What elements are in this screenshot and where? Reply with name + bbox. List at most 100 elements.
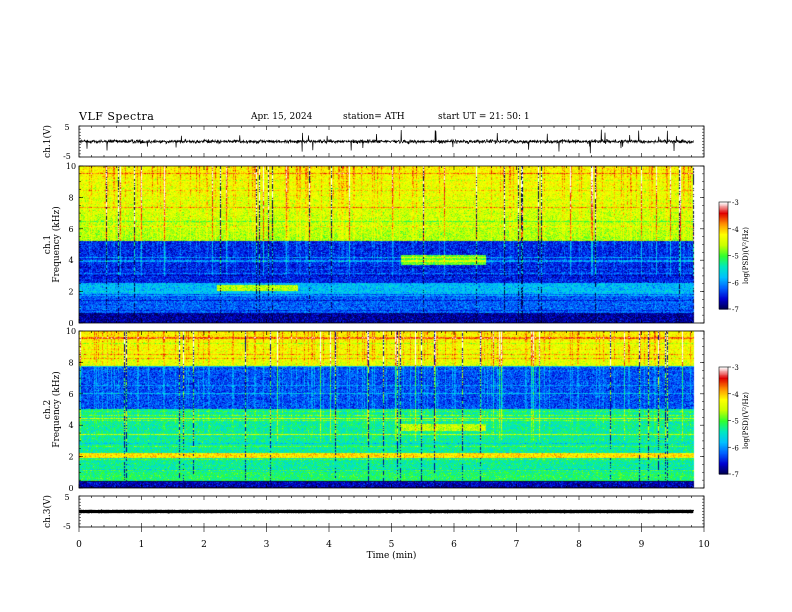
colorbar-swatch bbox=[719, 372, 728, 375]
colorbar-swatch bbox=[719, 397, 728, 400]
colorbar-tick-label: -6 bbox=[732, 279, 739, 287]
colorbar-swatch bbox=[719, 417, 728, 420]
colorbar-swatch bbox=[719, 264, 728, 267]
colorbar-swatch bbox=[719, 369, 728, 372]
colorbar-tick-label: -4 bbox=[732, 226, 739, 234]
colorbar-swatch bbox=[719, 415, 728, 418]
colorbar-swatch bbox=[719, 274, 728, 277]
colorbar-swatch bbox=[719, 436, 728, 439]
colorbar-swatch bbox=[719, 232, 728, 235]
spectrogram-image bbox=[79, 331, 704, 488]
colorbar-swatch bbox=[719, 247, 728, 250]
colorbar-tick-label: -4 bbox=[732, 391, 739, 399]
colorbar-tick-label: -7 bbox=[732, 471, 739, 479]
colorbar-swatch bbox=[719, 292, 728, 295]
x-tick-label: 3 bbox=[264, 540, 270, 550]
colorbar-swatch bbox=[719, 463, 728, 466]
colorbar-swatch bbox=[719, 240, 728, 243]
colorbar-swatch bbox=[719, 242, 728, 245]
colorbar-swatch bbox=[719, 468, 728, 471]
colorbar-swatch bbox=[719, 304, 728, 307]
colorbar-swatch bbox=[719, 234, 728, 237]
station-label: station= ATH bbox=[343, 112, 405, 122]
x-tick-label: 8 bbox=[576, 540, 582, 550]
colorbar-swatch bbox=[719, 300, 728, 303]
colorbar-swatch bbox=[719, 272, 728, 275]
y-axis-label-frequency: Frequency (kHz) bbox=[51, 206, 62, 283]
x-tick-label: 7 bbox=[514, 540, 520, 550]
y-axis-label-channel: ch.1 bbox=[43, 235, 53, 254]
colorbar-swatch bbox=[719, 425, 728, 428]
colorbar-swatch bbox=[719, 409, 728, 412]
colorbar-swatch bbox=[719, 387, 728, 389]
colorbar-swatch bbox=[719, 383, 728, 385]
ch1-waveform-panel bbox=[78, 129, 694, 154]
colorbar-swatch bbox=[719, 376, 728, 379]
colorbar-swatch bbox=[719, 298, 728, 301]
colorbar-swatch bbox=[719, 220, 728, 223]
y-tick-label: 5 bbox=[64, 123, 69, 132]
colorbar-swatch bbox=[719, 377, 728, 380]
colorbar-swatch bbox=[719, 421, 728, 424]
colorbar-swatch bbox=[719, 222, 728, 224]
colorbar-swatch bbox=[719, 306, 728, 309]
colorbar-swatch bbox=[719, 404, 728, 407]
colorbar-swatch bbox=[719, 381, 728, 384]
colorbar-swatch bbox=[719, 412, 728, 415]
colorbar-swatch bbox=[719, 250, 728, 253]
colorbar-swatch bbox=[719, 420, 728, 423]
y-tick-label: 10 bbox=[66, 327, 76, 336]
colorbar-swatch bbox=[719, 218, 728, 220]
colorbar-swatch bbox=[719, 280, 728, 283]
colorbar-swatch bbox=[719, 395, 728, 398]
colorbar-swatch bbox=[719, 391, 728, 394]
colorbar-swatch bbox=[719, 235, 728, 238]
colorbar-swatch bbox=[719, 389, 728, 392]
colorbar-swatch bbox=[719, 403, 728, 406]
colorbar-swatch bbox=[719, 276, 728, 279]
colorbar-swatch bbox=[719, 411, 728, 414]
colorbar-swatch bbox=[719, 424, 728, 427]
colorbar-tick-label: -3 bbox=[732, 199, 739, 207]
colorbar-swatch bbox=[719, 439, 728, 442]
ch2-spectrogram-panel bbox=[79, 331, 704, 488]
colorbar-tick-label: -7 bbox=[732, 306, 739, 314]
colorbar-swatch bbox=[719, 379, 728, 381]
colorbar-swatch bbox=[719, 432, 728, 435]
colorbar-swatch bbox=[719, 427, 728, 430]
colorbar-swatch bbox=[719, 262, 728, 265]
x-tick-label: 4 bbox=[326, 540, 332, 550]
colorbar-swatch bbox=[719, 400, 728, 403]
colorbar-swatch bbox=[719, 219, 728, 222]
colorbar-swatch bbox=[719, 445, 728, 448]
colorbar-swatch bbox=[719, 288, 728, 291]
colorbar-swatch bbox=[719, 401, 728, 404]
colorbar-swatch bbox=[719, 384, 728, 387]
colorbar-tick-label: -3 bbox=[732, 364, 739, 372]
colorbar-swatch bbox=[719, 212, 728, 215]
colorbar-label: log(PSD)(V²/Hz) bbox=[742, 392, 750, 449]
colorbar-swatch bbox=[719, 408, 728, 411]
colorbar-swatch bbox=[719, 230, 728, 233]
colorbar-swatch bbox=[719, 202, 728, 204]
ch1-spectrogram-panel bbox=[79, 166, 704, 323]
colorbar-swatch bbox=[719, 455, 728, 458]
colorbar-swatch bbox=[719, 226, 728, 229]
x-tick-label: 1 bbox=[139, 540, 145, 550]
colorbar-swatch bbox=[719, 419, 728, 422]
colorbar-swatch bbox=[719, 214, 728, 216]
colorbar-swatch bbox=[719, 295, 728, 298]
y-axis-label-channel: ch.2 bbox=[43, 400, 53, 419]
colorbar-swatch bbox=[719, 307, 728, 310]
colorbar-swatch bbox=[719, 231, 728, 234]
colorbar-swatch bbox=[719, 294, 728, 297]
colorbar-swatch bbox=[719, 429, 728, 432]
colorbar-swatch bbox=[719, 392, 728, 395]
colorbar-swatch bbox=[719, 227, 728, 230]
y-tick-label: 4 bbox=[68, 256, 73, 265]
colorbar-swatch bbox=[719, 238, 728, 241]
colorbar-swatch bbox=[719, 284, 728, 287]
colorbar-swatch bbox=[719, 211, 728, 214]
colorbar-swatch bbox=[719, 215, 728, 218]
